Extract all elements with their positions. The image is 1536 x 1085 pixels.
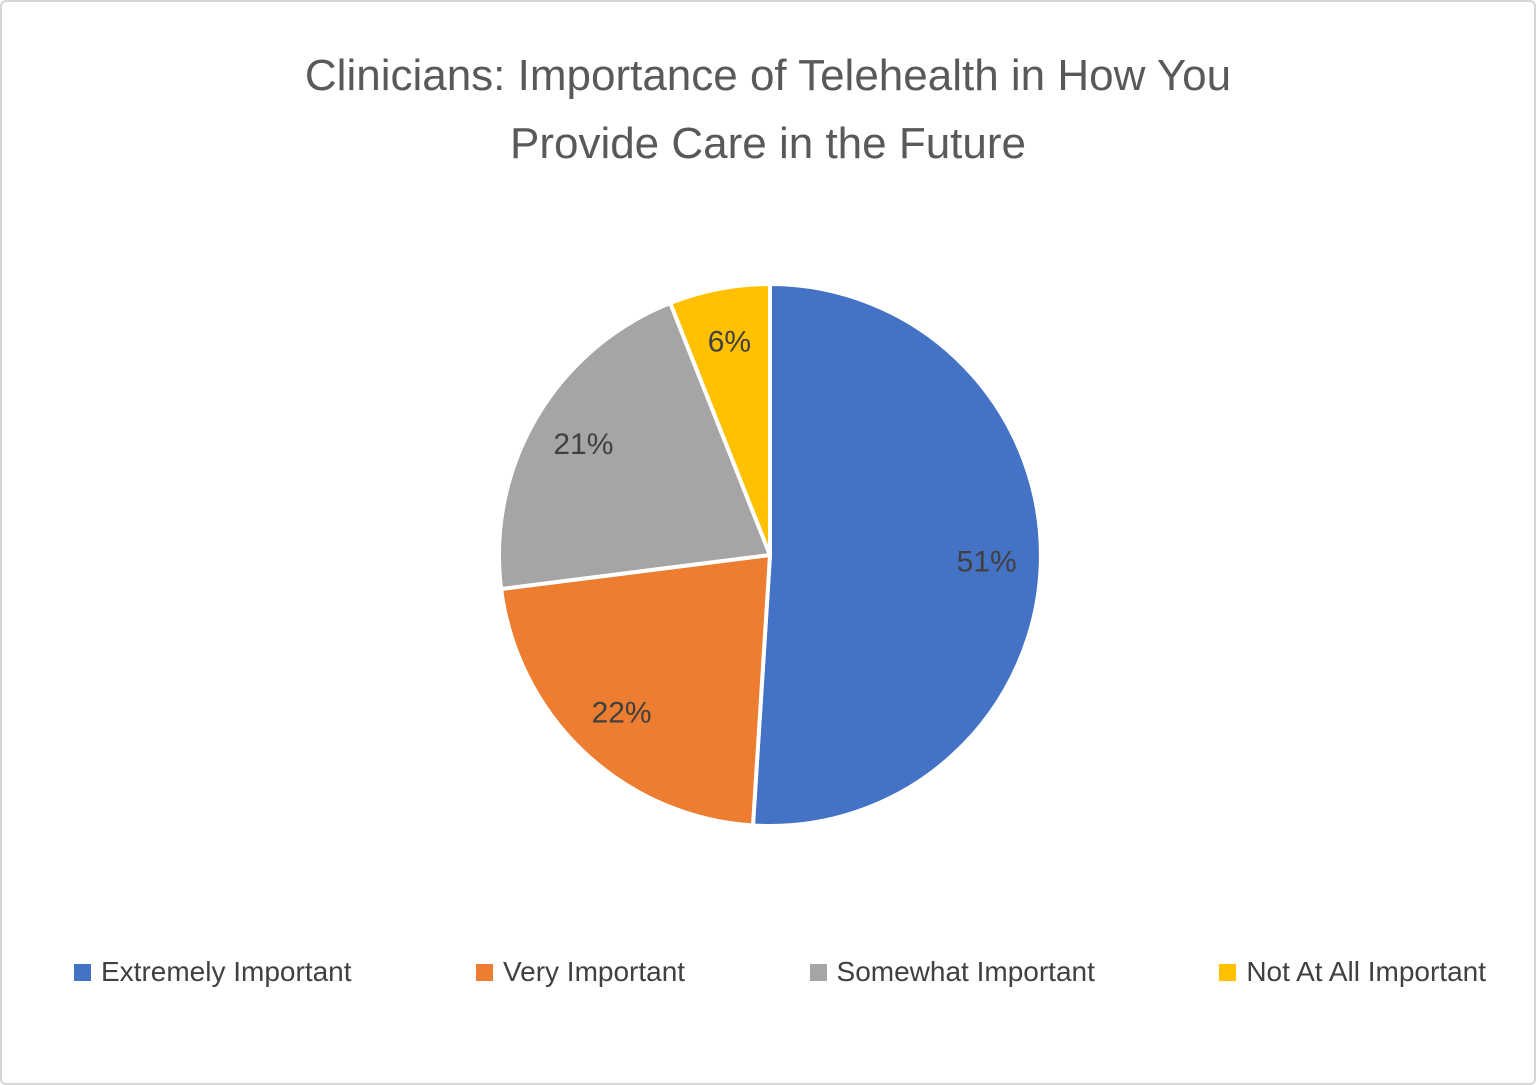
legend-label-not-at-all-important: Not At All Important (1246, 956, 1486, 987)
legend-label-very-important: Very Important (502, 956, 686, 987)
chart-title-line1: Clinicians: Importance of Telehealth in … (304, 51, 1232, 100)
legend-swatch-somewhat-important (809, 963, 827, 981)
pie-slice-somewhat-important (497, 301, 772, 591)
chart-title: Clinicians: Importance of Telehealth in … (2, 42, 1534, 178)
legend-swatch-not-at-all-important (1219, 963, 1237, 981)
legend-item-somewhat-important: Somewhat Important (809, 956, 1095, 988)
legend-swatch-extremely-important (74, 963, 91, 981)
pie-label-extremely-important: 51% (957, 545, 1017, 578)
chart-title-line2: Provide Care in the Future (509, 119, 1027, 168)
pie-label-not-at-all-important: 6% (708, 326, 751, 359)
legend-swatch-very-important (475, 963, 493, 981)
chart-legend: Extremely Important Very Important Somew… (2, 946, 1534, 998)
pie-label-very-important: 22% (592, 697, 652, 730)
pie-label-somewhat-important: 21% (553, 428, 613, 461)
legend-label-somewhat-important: Somewhat Important (836, 956, 1095, 987)
legend-item-not-at-all-important: Not At All Important (1219, 956, 1486, 988)
pie-slice-not-at-all-important (668, 282, 772, 557)
pie-slice-extremely-important (750, 282, 1043, 828)
legend-label-extremely-important: Extremely Important (101, 956, 352, 987)
legend-item-extremely-important: Extremely Important (74, 956, 352, 988)
legend-item-very-important: Very Important (475, 956, 686, 988)
pie-slice-very-important (499, 553, 772, 828)
